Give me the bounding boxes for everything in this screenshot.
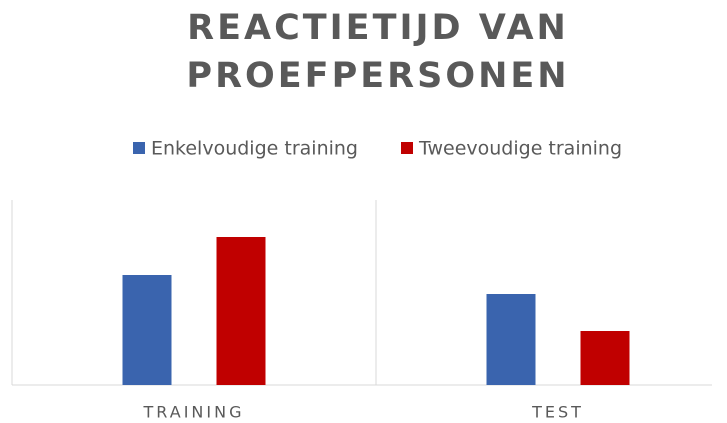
legend-label: Tweevoudige training [418, 138, 622, 160]
legend-swatch [133, 142, 145, 154]
chart-title: REACTIETIJD VAN PROEFPERSONEN [186, 8, 570, 96]
legend-swatch [401, 142, 413, 154]
bar [216, 237, 266, 385]
legend-label: Enkelvoudige training [151, 138, 358, 160]
x-tick-label: TRAINING [143, 403, 245, 422]
bar [580, 331, 630, 385]
bar [122, 275, 172, 385]
x-tick-label: TEST [531, 403, 584, 422]
bar [486, 294, 536, 385]
